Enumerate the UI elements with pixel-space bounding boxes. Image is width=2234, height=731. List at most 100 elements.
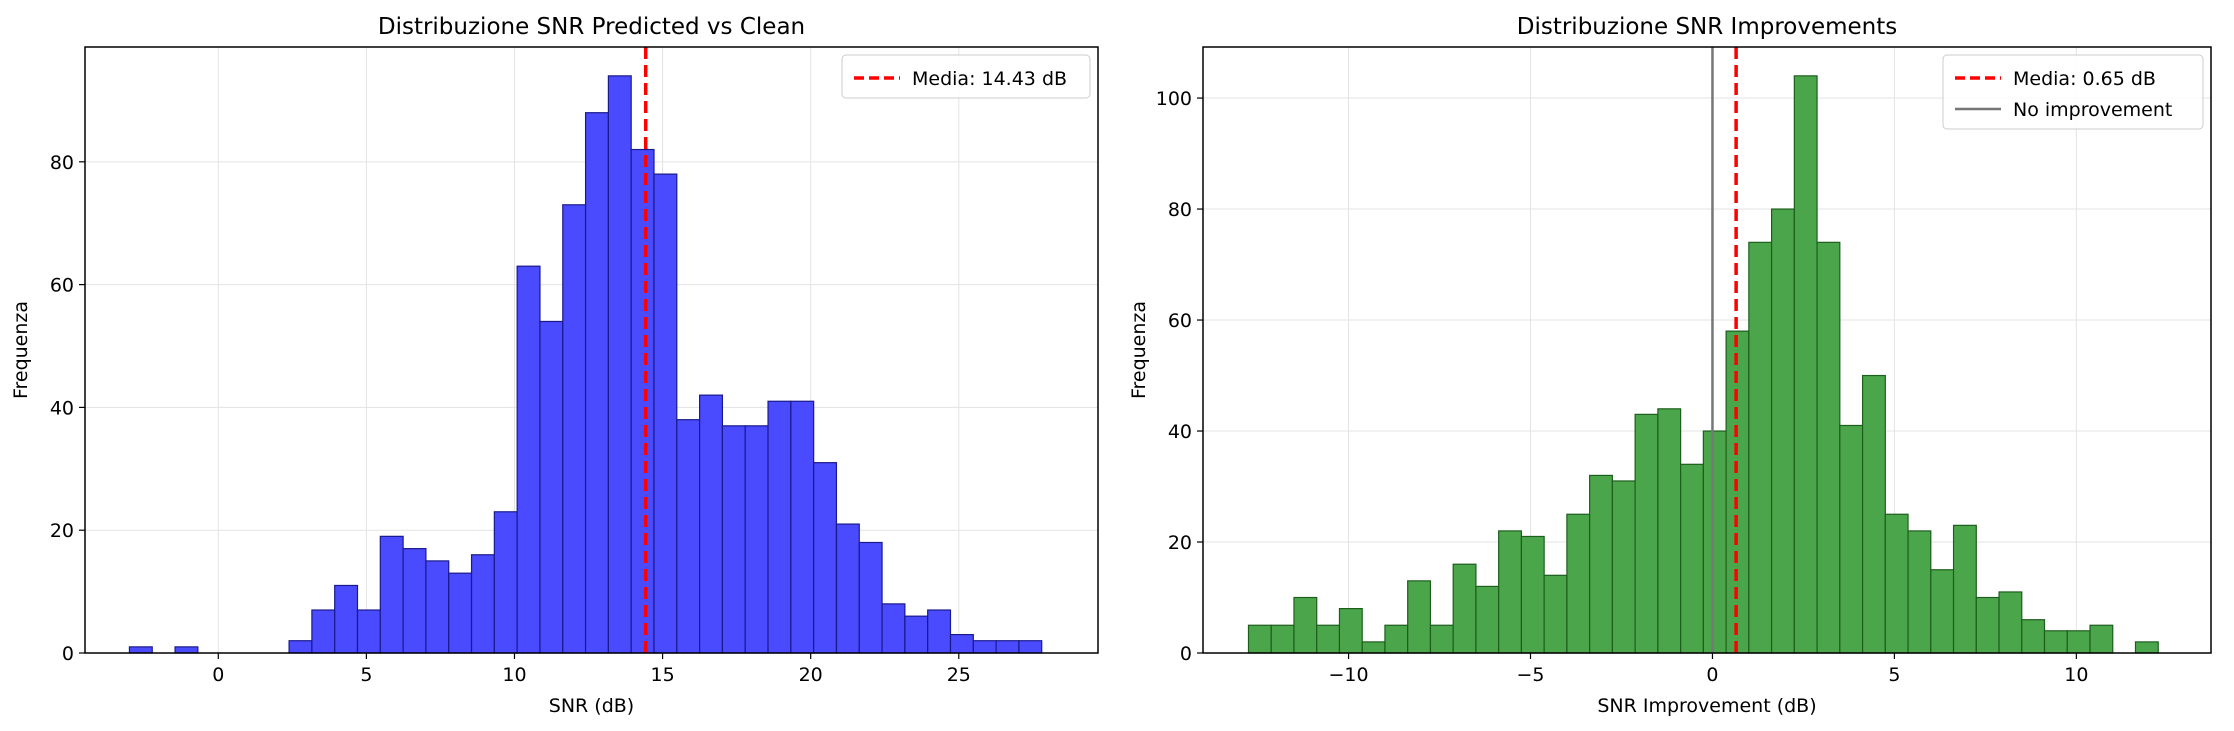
y-axis-label: Frequenza	[1128, 301, 1150, 399]
histogram-bars	[128, 75, 1043, 654]
y-tick-label: 40	[1168, 421, 1192, 443]
histogram-bar	[607, 75, 632, 654]
histogram-bar	[676, 419, 701, 654]
histogram-bar	[334, 584, 359, 654]
x-axis-ticks: −10 −5 0 5 10	[1329, 653, 2088, 686]
x-tick-label: −5	[1517, 664, 1545, 686]
histogram-bar	[767, 400, 792, 654]
histogram-bar	[653, 173, 678, 654]
x-axis-label: SNR (dB)	[549, 695, 634, 717]
x-tick-label: 20	[799, 664, 823, 686]
histogram-bar	[790, 400, 815, 654]
x-tick-label: −10	[1329, 664, 1369, 686]
histogram-bar	[1861, 374, 1886, 654]
chart-snr-distribution: 0 5 10 15 20 25 0 20 40 60 80 Distribuzione SNR P…	[10, 14, 1099, 717]
histogram-bar	[927, 609, 952, 654]
x-tick-label: 0	[212, 664, 224, 686]
histogram-bar	[1634, 413, 1659, 654]
histogram-bar	[1475, 585, 1500, 654]
legend-box	[841, 54, 1091, 99]
legend: Media: 14.43 dB	[841, 54, 1091, 99]
histogram-bar	[699, 394, 724, 654]
histogram-bar	[881, 603, 906, 654]
histogram-bar	[470, 554, 495, 654]
histogram-bar	[1657, 408, 1682, 654]
histogram-bar	[1952, 524, 1977, 654]
plot-frame	[1202, 46, 2212, 654]
y-tick-label: 0	[1180, 643, 1192, 665]
histogram-bar	[813, 462, 838, 654]
histogram-bar	[356, 609, 381, 654]
histogram-bar	[1498, 530, 1523, 654]
histogram-bar	[516, 265, 541, 654]
histogram-bar	[1452, 563, 1477, 654]
x-tick-label: 25	[947, 664, 971, 686]
histogram-bar	[1702, 430, 1727, 654]
legend: Media: 0.65 dB No improvement	[1942, 54, 2204, 130]
histogram-bar	[288, 640, 313, 654]
histogram-bar	[1816, 241, 1841, 654]
legend-box	[1942, 54, 2204, 130]
histogram-bar	[493, 511, 518, 654]
histogram-bar	[311, 609, 336, 654]
x-axis-label: SNR Improvement (dB)	[1597, 695, 1816, 717]
y-tick-label: 100	[1156, 88, 1192, 110]
legend-no-improvement-label: No improvement	[2013, 99, 2172, 121]
histogram-bar	[972, 640, 997, 654]
histogram-bar	[379, 535, 404, 654]
histogram-bar	[1748, 241, 1773, 654]
x-tick-label: 15	[650, 664, 674, 686]
histogram-bar	[904, 615, 929, 654]
y-tick-label: 60	[1168, 310, 1192, 332]
histogram-bar	[1589, 474, 1613, 654]
histogram-bar	[1998, 591, 2023, 654]
histogram-bar	[630, 148, 655, 654]
histogram-bar	[1566, 513, 1591, 654]
histogram-bar	[539, 320, 564, 654]
y-tick-label: 80	[50, 152, 74, 174]
histogram-bar	[1520, 535, 1545, 654]
histogram-bar	[1611, 480, 1636, 654]
histogram-bar	[2089, 624, 2114, 654]
histogram-bar	[562, 204, 587, 654]
histogram-bar	[744, 425, 769, 654]
histogram-bar	[2134, 641, 2159, 654]
histogram-bar	[1793, 75, 1818, 654]
histogram-bar	[1270, 624, 1295, 654]
chart-title: Distribuzione SNR Improvements	[1517, 14, 1898, 40]
y-tick-label: 20	[50, 520, 74, 542]
histogram-bar	[1247, 624, 1272, 654]
legend-mean-label: Media: 14.43 dB	[912, 68, 1067, 90]
histogram-bar	[1338, 608, 1363, 654]
x-tick-label: 10	[502, 664, 526, 686]
histogram-bar	[1293, 596, 1318, 654]
histogram-bar	[1407, 580, 1432, 654]
histogram-bar	[858, 541, 883, 654]
histogram-bar	[1907, 530, 1932, 654]
histogram-bar	[584, 112, 609, 654]
histogram-bar	[1680, 463, 1704, 654]
histogram-bar	[128, 646, 153, 654]
x-axis-ticks: 0 5 10 15 20 25	[212, 653, 971, 686]
histogram-bar	[402, 548, 427, 654]
x-tick-label: 5	[360, 664, 372, 686]
histogram-bars	[1247, 75, 2159, 654]
histogram-bar	[835, 523, 860, 654]
histogram-bar	[1839, 424, 1864, 654]
reference-lines	[1711, 47, 1738, 653]
x-tick-label: 5	[1888, 664, 1900, 686]
histogram-bar	[1361, 641, 1386, 654]
histogram-bar	[949, 633, 974, 654]
histogram-bar	[2066, 630, 2091, 654]
histogram-bar	[425, 560, 450, 654]
histogram-bar	[1975, 596, 2000, 654]
histogram-bar	[995, 640, 1020, 654]
y-tick-label: 40	[50, 397, 74, 419]
histogram-bar	[2021, 619, 2046, 654]
y-axis-label: Frequenza	[10, 301, 32, 399]
histogram-bar	[1770, 208, 1795, 654]
histogram-bar	[1429, 624, 1454, 654]
x-tick-label: 10	[2064, 664, 2088, 686]
y-tick-label: 0	[62, 643, 74, 665]
